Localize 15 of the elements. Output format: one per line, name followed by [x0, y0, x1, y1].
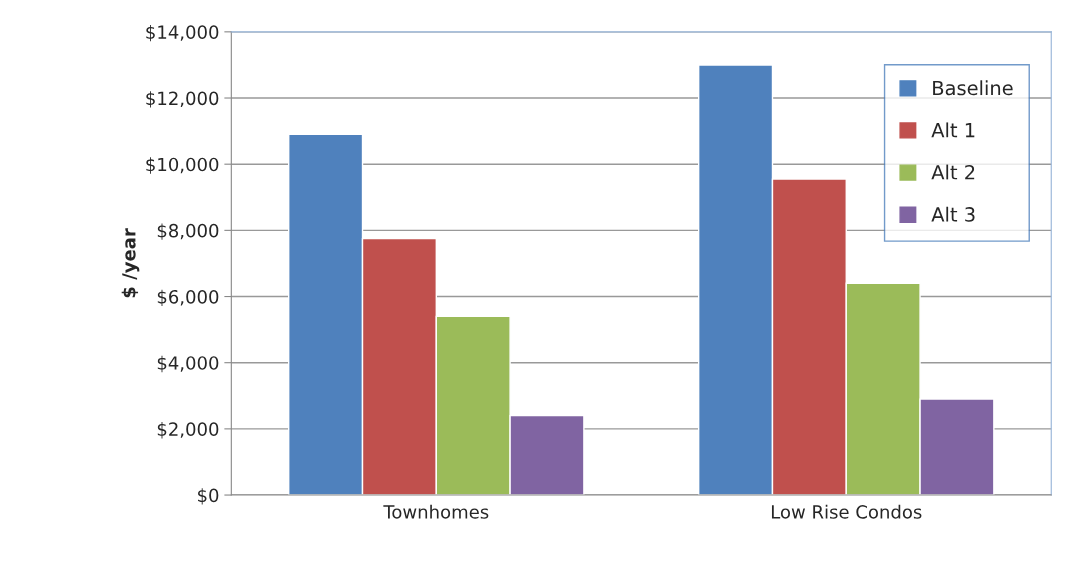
- legend-label: Baseline: [933, 80, 1013, 96]
- y-tick-label: $8,000: [157, 223, 219, 240]
- x-tick-label: Townhomes: [383, 504, 489, 519]
- y-tick-label: $4,000: [157, 355, 219, 373]
- y-tick-label: $6,000: [157, 289, 219, 307]
- legend-label: Alt 1: [931, 122, 975, 138]
- legend-label: Alt 2: [931, 164, 975, 180]
- y-tick-label: $2,000: [157, 422, 219, 439]
- y-tick-label: $10,000: [146, 157, 219, 174]
- y-tick-label: $0: [198, 488, 219, 505]
- x-tick-label: Low Rise Condos: [771, 504, 922, 519]
- y-axis-title: $ /year: [121, 228, 140, 298]
- legend-label: Alt 3: [931, 206, 975, 222]
- y-tick-label: $14,000: [146, 24, 219, 42]
- y-tick-label: $12,000: [146, 91, 219, 108]
